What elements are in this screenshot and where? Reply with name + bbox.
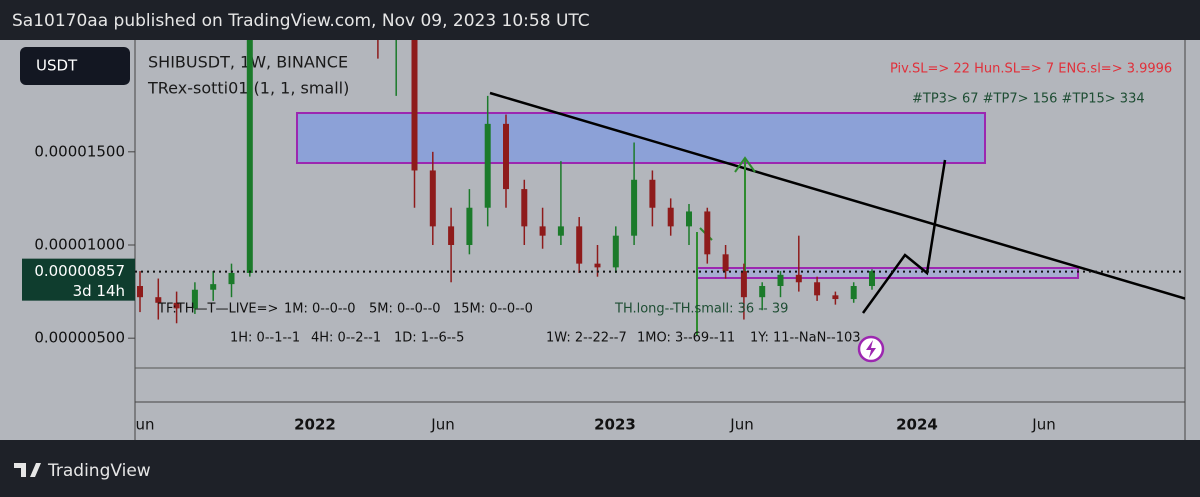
candle-body: [612, 235, 619, 268]
candle-body: [649, 179, 656, 208]
candle-body: [850, 286, 857, 300]
candles: [137, 40, 875, 324]
brand-logo: [14, 463, 41, 477]
candle-body: [210, 284, 217, 290]
target-arrow-head: [734, 156, 756, 173]
timeframe-label: 1Y: 11--NaN--103: [750, 331, 861, 346]
x-tick-label: Jun: [1031, 416, 1055, 434]
brand-name: TradingView: [47, 461, 151, 481]
candle-body: [137, 286, 143, 298]
x-tick-label: Jun: [729, 416, 753, 434]
candle-body: [759, 286, 766, 298]
candle-body: [667, 207, 674, 227]
timeframe-label: 1MO: 3--69--11: [637, 331, 735, 346]
candle-body: [539, 226, 546, 236]
x-tick-label: Jun: [430, 416, 454, 434]
publish-header: Sa10170aa published on TradingView.com, …: [12, 11, 590, 31]
timeframe-label: 4H: 0--2--1: [311, 331, 381, 346]
candle-body: [503, 123, 509, 190]
chart-panel: [0, 40, 1200, 440]
candle-body: [740, 271, 747, 298]
candle-body: [704, 211, 711, 255]
timeframe-label: 1W: 2--22--7: [546, 331, 627, 346]
y-tick-label: 0.00001500: [34, 142, 125, 160]
candle-body: [869, 271, 875, 286]
candle-body: [173, 302, 180, 309]
trend-line: [489, 91, 1185, 300]
timeframe-label: 5M: 0--0--0: [369, 302, 441, 317]
last-price-box: [22, 258, 135, 301]
y-tick-label: 0.00000500: [34, 329, 125, 347]
timeframe-label: 1H: 0--1--1: [230, 331, 300, 346]
candle-body: [521, 189, 528, 227]
timeframe-label: 15M: 0--0--0: [453, 302, 533, 317]
candle-body: [411, 40, 418, 171]
candle-body: [576, 226, 583, 264]
stops-label: Piv.SL=> 22 Hun.SL=> 7 ENG.sl=> 3.9996: [890, 62, 1172, 77]
candle-body: [557, 226, 564, 236]
threshold-label: TH.long--TH.small: 36 -- 39: [614, 302, 788, 317]
candle-body: [594, 263, 601, 268]
candle-body: [466, 207, 473, 245]
last-price-label: 0.00000857: [34, 262, 125, 280]
demand-zone: [696, 267, 1079, 279]
candle-body: [814, 282, 821, 296]
candle-body: [448, 226, 455, 245]
candle-body: [246, 40, 253, 273]
candle-body: [228, 272, 235, 285]
candle-body: [429, 170, 436, 227]
targets-label: #TP3> 67 #TP7> 156 #TP15> 334: [912, 92, 1145, 107]
timeframe-label: TF:TH—T—LIVE=>: [157, 302, 278, 317]
alert-bolt: [866, 340, 876, 358]
candle-body: [686, 211, 692, 227]
x-tick-label: 2024: [896, 416, 938, 434]
candle-body: [795, 274, 802, 283]
candle-body: [484, 123, 491, 208]
candle-body: [191, 289, 198, 309]
candle-body: [722, 254, 729, 272]
candle-body: [777, 274, 784, 286]
countdown-label: 3d 14h: [73, 282, 125, 300]
y-tick-label: 0.00001000: [34, 236, 125, 254]
projection-path: [861, 159, 947, 314]
currency-button[interactable]: [20, 47, 130, 85]
candle-body: [832, 295, 839, 300]
x-tick-label: 2023: [594, 416, 636, 434]
candle-body: [155, 297, 162, 303]
x-tick-label: 2022: [294, 416, 336, 434]
timeframe-label: 1D: 1--6--5: [394, 331, 464, 346]
candle-body: [631, 179, 638, 236]
timeframe-label: 1M: 0--0--0: [284, 302, 356, 317]
currency-label[interactable]: USDT: [36, 57, 78, 75]
x-tick-label: un: [135, 416, 154, 434]
